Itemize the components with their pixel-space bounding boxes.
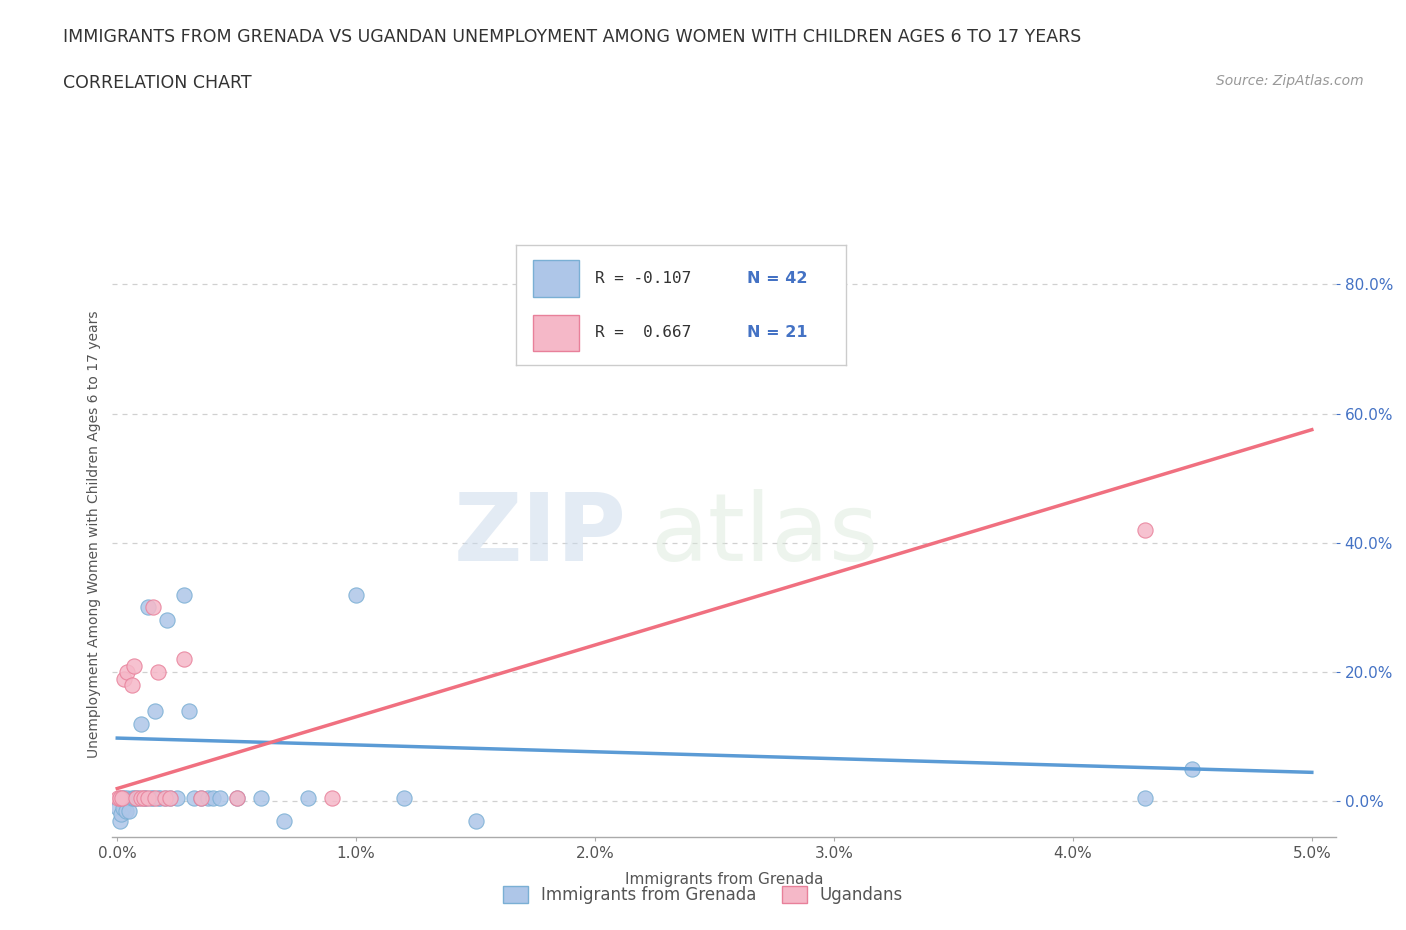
Point	[225, 790, 247, 805]
Point	[115, 665, 138, 680]
Legend: Immigrants from Grenada, Ugandans: Immigrants from Grenada, Ugandans	[495, 878, 911, 912]
Point	[392, 790, 415, 805]
Point	[225, 790, 247, 805]
Point	[108, 790, 131, 805]
Point	[121, 678, 143, 693]
Point	[1181, 762, 1204, 777]
Point	[145, 703, 167, 718]
Point	[139, 790, 162, 805]
Point	[125, 790, 148, 805]
Point	[153, 790, 176, 805]
Point	[159, 790, 181, 805]
Point	[121, 790, 143, 805]
Point	[183, 790, 205, 805]
Point	[173, 652, 195, 667]
Text: atlas: atlas	[651, 489, 879, 580]
Point	[166, 790, 188, 805]
Point	[128, 790, 150, 805]
Point	[297, 790, 319, 805]
Point	[112, 801, 135, 816]
Point	[135, 790, 157, 805]
Point	[197, 790, 219, 805]
Point	[321, 790, 343, 805]
Point	[115, 790, 138, 805]
Point	[249, 790, 271, 805]
Point	[146, 665, 169, 680]
Point	[142, 790, 165, 805]
Point	[1133, 523, 1156, 538]
Point	[108, 814, 131, 829]
Point	[145, 790, 167, 805]
Point	[142, 600, 165, 615]
Point	[173, 587, 195, 602]
Point	[112, 790, 135, 805]
Point	[114, 804, 136, 818]
Text: ZIP: ZIP	[453, 489, 626, 580]
X-axis label: Immigrants from Grenada: Immigrants from Grenada	[624, 872, 824, 887]
Point	[129, 790, 152, 805]
Y-axis label: Unemployment Among Women with Children Ages 6 to 17 years: Unemployment Among Women with Children A…	[87, 311, 101, 759]
Point	[111, 790, 134, 805]
Point	[129, 716, 152, 731]
Point	[125, 790, 148, 805]
Text: IMMIGRANTS FROM GRENADA VS UGANDAN UNEMPLOYMENT AMONG WOMEN WITH CHILDREN AGES 6: IMMIGRANTS FROM GRENADA VS UGANDAN UNEMP…	[63, 28, 1081, 46]
Point	[153, 790, 176, 805]
Point	[136, 600, 159, 615]
Point	[1133, 790, 1156, 805]
Point	[208, 790, 231, 805]
Point	[201, 790, 224, 805]
Point	[273, 814, 295, 829]
Point	[122, 790, 145, 805]
Point	[464, 814, 486, 829]
Text: CORRELATION CHART: CORRELATION CHART	[63, 74, 252, 92]
Point	[146, 790, 169, 805]
Text: Source: ZipAtlas.com: Source: ZipAtlas.com	[1216, 74, 1364, 88]
Point	[107, 790, 129, 805]
Point	[136, 790, 159, 805]
Point	[122, 658, 145, 673]
Point	[107, 801, 129, 816]
Point	[110, 807, 132, 822]
Point	[132, 790, 155, 805]
Point	[111, 790, 134, 805]
Point	[344, 587, 367, 602]
Point	[177, 703, 200, 718]
Point	[159, 790, 181, 805]
Point	[190, 790, 212, 805]
Point	[132, 790, 155, 805]
Point	[190, 790, 212, 805]
Point	[112, 671, 135, 686]
Point	[118, 804, 141, 818]
Point	[156, 613, 179, 628]
Point	[149, 790, 172, 805]
